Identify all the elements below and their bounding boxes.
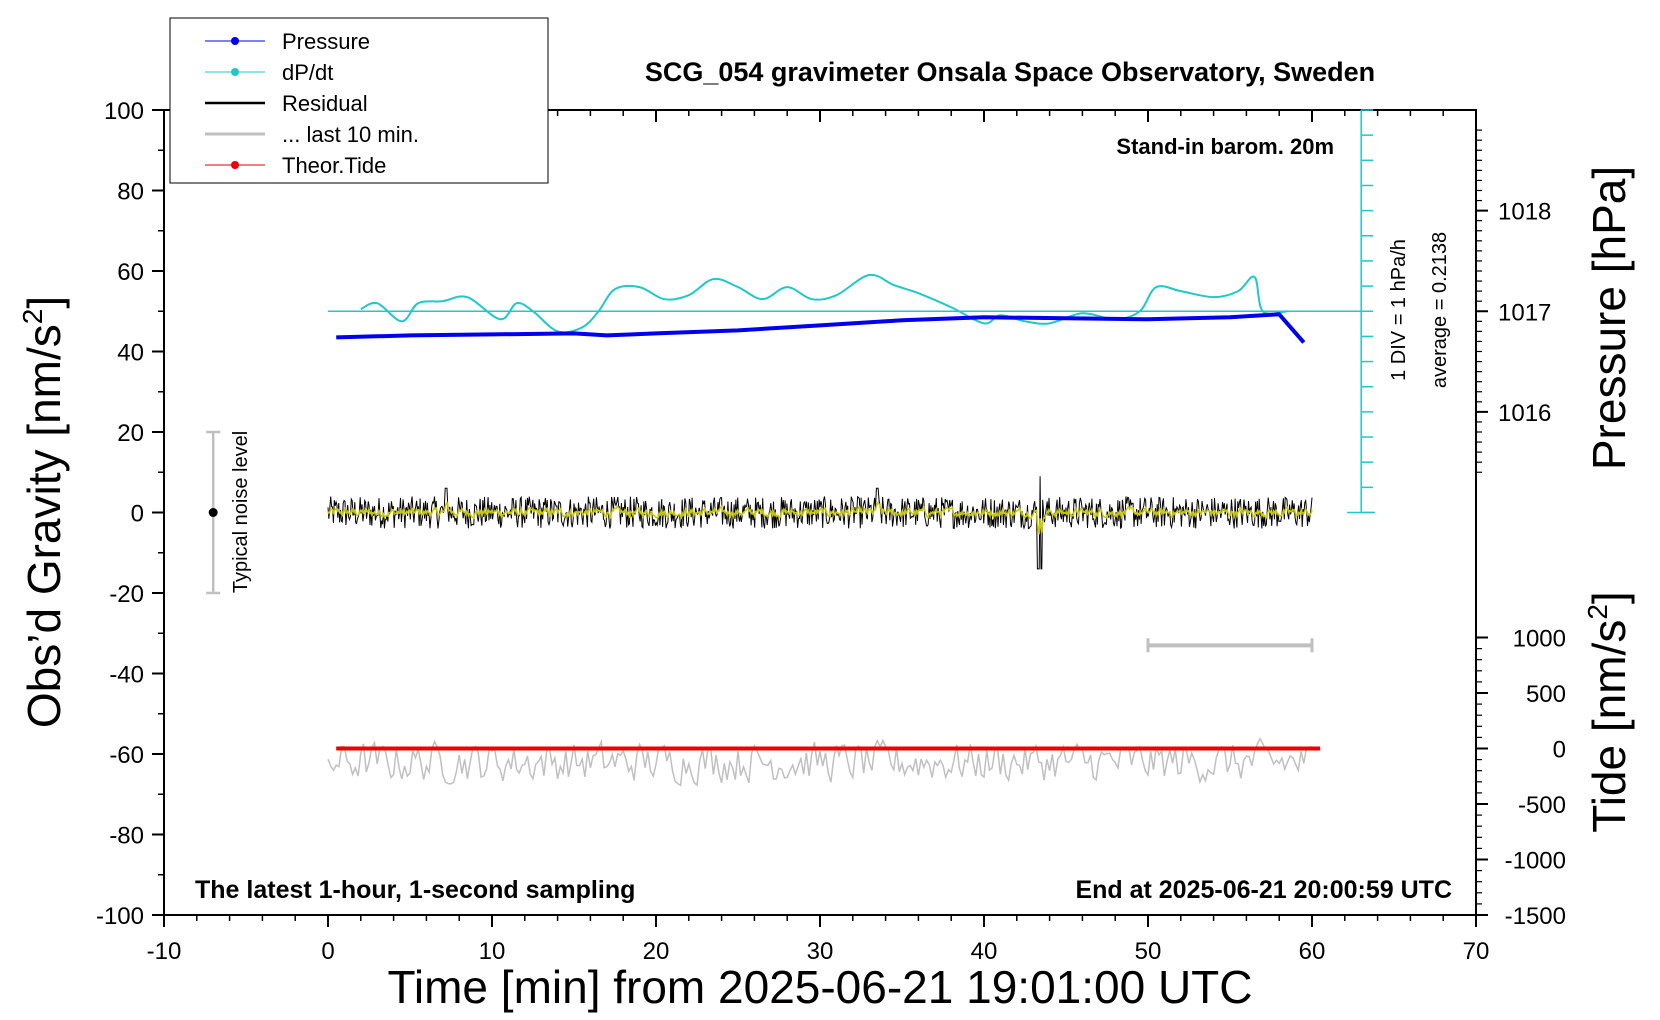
x-tick-label: 60 (1299, 938, 1326, 965)
series-pressure (336, 312, 1306, 344)
x-tick-label: 0 (321, 938, 334, 965)
y-axis-tide-label: Tide [nm/s2] (1582, 591, 1635, 832)
tide-tick-label: 1000 (1513, 626, 1566, 653)
tide-tick-label: -1500 (1505, 903, 1566, 930)
x-tick-label: 40 (971, 938, 998, 965)
legend-marker (231, 37, 239, 45)
legend-marker (231, 161, 239, 169)
series-layer (206, 273, 1362, 787)
legend-label: ... last 10 min. (282, 122, 419, 147)
legend-label: dP/dt (282, 60, 333, 85)
chart-title: SCG_054 gravimeter Onsala Space Observat… (645, 57, 1375, 87)
y-tick-label: -100 (96, 903, 144, 930)
footer-left-note: The latest 1-hour, 1-second sampling (195, 876, 635, 904)
y-tick-label: 60 (117, 259, 144, 286)
y-tick-label: -40 (109, 662, 144, 689)
y-axis-left-label-main: Obs’d Gravity [nm/s (18, 324, 70, 728)
legend-label: Pressure (282, 29, 370, 54)
footer-right-note: End at 2025-06-21 20:00:59 UTC (1075, 876, 1452, 904)
y-tick-label: 80 (117, 179, 144, 206)
pressure-tick-label: 1016 (1498, 400, 1551, 427)
tide-tick-label: -1000 (1505, 848, 1566, 875)
y-axis-tide-label-sup: 2 (1582, 604, 1613, 620)
series-residual (327, 476, 1313, 570)
noise-bar-center-dot (208, 508, 218, 517)
y-tick-label: 100 (104, 98, 144, 125)
y-tick-label: 20 (117, 420, 144, 447)
y-tick-label: -80 (109, 823, 144, 850)
legend-label: Theor.Tide (282, 153, 386, 178)
pressure-tick-label: 1018 (1498, 199, 1551, 226)
dpdt-average-note: average = 0.2138 (1429, 232, 1451, 388)
x-axis-label: Time [min] from 2025-06-21 19:01:00 UTC (388, 961, 1253, 1013)
y-tick-label: 40 (117, 340, 144, 367)
series-last-10-min (327, 737, 1313, 787)
tide-tick-label: -500 (1518, 792, 1566, 819)
x-tick-label: -10 (147, 938, 182, 965)
y-axis-tide-label-main: Tide [nm/s (1583, 620, 1635, 833)
barometer-note: Stand-in barom. 20m (1116, 134, 1334, 159)
y-axis-left-label: Obs’d Gravity [nm/s2] (17, 296, 70, 728)
y-axis-left-label-sup: 2 (17, 309, 48, 325)
y-axis-pressure: 1018 1017 1016 (1476, 129, 1551, 473)
x-tick-label: 20 (643, 938, 670, 965)
tide-tick-label: 0 (1553, 737, 1566, 764)
y-tick-label: -60 (109, 742, 144, 769)
x-tick-label: 10 (479, 938, 506, 965)
x-tick-label: 70 (1463, 938, 1490, 965)
legend: Pressure dP/dt Residual ... last 10 min. The… (169, 17, 549, 184)
y-axis-left-label-end: ] (18, 296, 70, 309)
legend-label: Residual (282, 91, 368, 116)
y-axis-tide: 1000 500 0 -500 -1000 -1500 (1476, 626, 1566, 930)
x-tick-label: 50 (1135, 938, 1162, 965)
pressure-tick-label: 1017 (1498, 299, 1551, 326)
series-residual-smoothed (327, 500, 1313, 535)
legend-box (169, 17, 549, 184)
noise-level-label: Typical noise level (230, 431, 252, 593)
dpdt-scale-note: 1 DIV = 1 hPa/h (1388, 239, 1410, 381)
y-tick-label: -20 (109, 581, 144, 608)
y-axis-pressure-label: Pressure [hPa] (1583, 166, 1635, 470)
x-tick-label: 30 (807, 938, 834, 965)
y-axis-tide-label-end: ] (1583, 591, 1635, 604)
tide-tick-label: 500 (1526, 681, 1566, 708)
legend-marker (231, 68, 239, 76)
y-tick-label: 0 (131, 501, 144, 528)
series-dpdt (360, 273, 1288, 334)
y-axis-left: 100 80 60 40 20 0 -20 -40 -60 -80 -100 (96, 98, 164, 930)
